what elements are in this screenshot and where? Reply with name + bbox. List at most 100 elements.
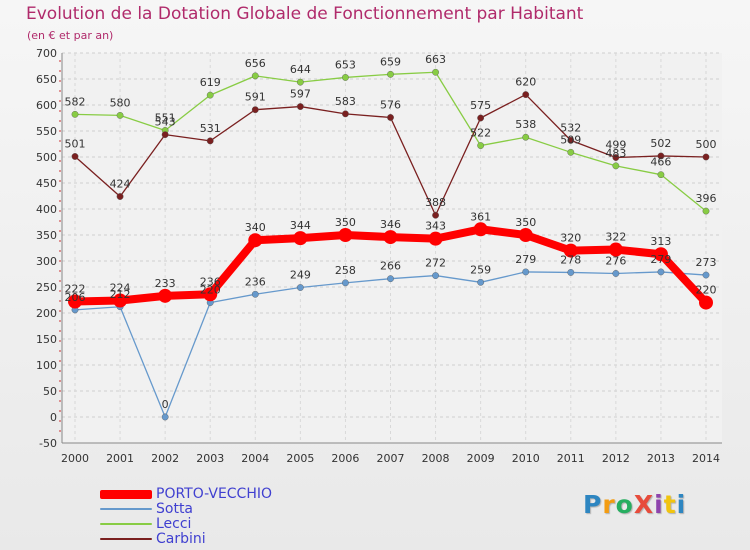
legend-swatch-porto-vecchio [100,489,152,499]
logo-letter: i [676,490,687,519]
data-point [296,78,304,86]
data-point [113,293,128,308]
legend-item-sotta: Sotta [100,501,193,517]
chart-title: Evolution de la Dotation Globale de Fonc… [26,4,584,24]
data-point [567,136,575,144]
data-label: 224 [110,282,131,295]
data-point [432,272,439,279]
data-point [657,152,665,160]
y-tick-label: 250 [36,281,57,294]
data-point [387,114,394,121]
data-label: 350 [335,216,356,229]
data-point [432,211,439,219]
x-tick-label: 2000 [61,452,89,465]
data-label: 424 [110,178,131,191]
data-label: 266 [380,260,401,273]
data-point [518,228,533,242]
chart-subtitle: (en € et par an) [27,29,114,42]
y-tick-label: 0 [50,411,57,424]
data-label: 259 [470,263,491,276]
y-tick-label: 300 [36,255,57,268]
data-point [296,103,304,110]
y-tick-label: 200 [36,307,57,320]
data-point [116,112,124,119]
data-label: 501 [65,137,86,150]
data-point [116,193,124,200]
data-label: 361 [470,210,491,223]
x-tick-label: 2007 [377,452,405,465]
y-tick-label: 150 [36,333,57,346]
data-label: 236 [200,275,221,288]
x-tick-label: 2013 [647,452,675,465]
data-point [338,228,353,242]
data-point [71,153,79,160]
data-point [387,70,394,78]
logo-letter: i [654,490,664,519]
data-point [251,290,259,298]
data-label: 220 [696,284,717,297]
data-point [522,133,530,141]
data-label: 620 [515,76,536,89]
data-label: 619 [200,76,221,89]
y-tick-label: -50 [39,437,57,450]
y-tick-label: 500 [36,151,57,164]
data-label: 575 [470,99,491,112]
legend-swatch-carbini [100,538,152,540]
data-point [608,242,623,257]
data-point [477,278,485,286]
data-point [383,230,398,245]
data-point [699,295,713,310]
x-tick-label: 2005 [286,452,314,465]
data-point [206,91,214,99]
y-tick-label: 450 [36,177,57,190]
data-point [567,148,575,156]
data-point [522,91,530,99]
legend-item-porto-vecchio: PORTO-VECCHIO [100,486,272,502]
data-label: 543 [155,116,176,129]
data-point [68,294,82,309]
y-tick-label: 650 [36,73,57,86]
legend-item-carbini: Carbini [100,531,206,547]
data-point [477,142,485,149]
data-point [657,171,665,179]
data-point [477,114,485,122]
data-label: 279 [515,253,536,266]
data-point [248,233,263,248]
data-label: 576 [380,98,401,111]
x-tick-label: 2002 [151,452,179,465]
data-point [342,279,349,287]
data-label: 313 [650,235,671,248]
data-label: 532 [560,121,581,134]
data-label: 653 [335,58,356,71]
data-label: 580 [110,96,131,109]
x-tick-label: 2010 [512,452,540,465]
y-tick-label: 600 [36,99,57,112]
data-label: 483 [605,147,626,160]
y-tick-label: 550 [36,125,57,138]
data-point [432,68,439,76]
y-tick-label: 400 [36,203,57,216]
data-label: 278 [560,253,581,266]
data-label: 340 [245,221,266,234]
x-tick-label: 2004 [241,452,269,465]
data-label: 322 [605,231,626,244]
data-label: 522 [470,127,491,140]
data-point [161,131,169,139]
data-label: 273 [696,256,717,269]
data-label: 206 [65,291,86,304]
data-label: 220 [200,284,221,297]
logo-letter: X [633,490,655,519]
data-point [702,153,710,161]
data-label: 659 [380,55,401,68]
data-point [702,207,710,215]
data-label: 276 [605,254,626,267]
y-tick-label: 700 [36,47,57,60]
data-label: 0 [162,398,169,411]
data-label: 597 [290,88,311,101]
legend-label-carbini: Carbini [156,531,206,547]
data-label: 258 [335,264,356,277]
data-point [653,247,668,262]
data-point [563,243,578,258]
data-point [161,413,169,421]
